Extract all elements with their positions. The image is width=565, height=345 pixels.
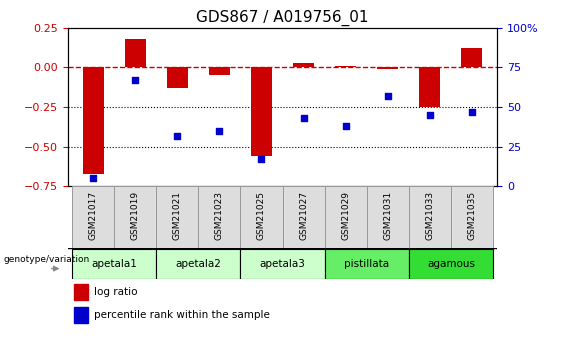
Bar xyxy=(419,67,440,107)
Text: GSM21033: GSM21033 xyxy=(425,191,434,240)
Text: GSM21027: GSM21027 xyxy=(299,191,308,240)
Bar xyxy=(325,249,409,279)
Text: log ratio: log ratio xyxy=(94,287,138,297)
Bar xyxy=(209,67,230,75)
Text: genotype/variation: genotype/variation xyxy=(3,255,90,264)
Text: apetala2: apetala2 xyxy=(175,259,221,269)
Text: GSM21019: GSM21019 xyxy=(131,191,140,240)
Bar xyxy=(74,284,88,300)
Bar xyxy=(325,186,367,248)
Bar xyxy=(198,186,240,248)
Point xyxy=(257,157,266,162)
Bar xyxy=(167,67,188,88)
Bar xyxy=(409,249,493,279)
Point xyxy=(425,112,434,118)
Bar xyxy=(462,48,483,67)
Bar xyxy=(72,249,156,279)
Point xyxy=(467,109,476,115)
Text: GSM21017: GSM21017 xyxy=(89,191,98,240)
Text: GSM21031: GSM21031 xyxy=(383,191,392,240)
Text: apetala3: apetala3 xyxy=(259,259,306,269)
Bar xyxy=(335,66,356,67)
Bar xyxy=(156,249,240,279)
Text: GSM21029: GSM21029 xyxy=(341,191,350,240)
Bar xyxy=(409,186,451,248)
Bar xyxy=(282,186,325,248)
Point xyxy=(215,128,224,134)
Bar xyxy=(240,186,282,248)
Text: apetala1: apetala1 xyxy=(91,259,137,269)
Text: GSM21021: GSM21021 xyxy=(173,191,182,240)
Bar xyxy=(293,62,314,67)
Bar xyxy=(114,186,156,248)
Bar xyxy=(251,67,272,156)
Bar xyxy=(451,186,493,248)
Point xyxy=(299,115,308,121)
Text: agamous: agamous xyxy=(427,259,475,269)
Bar xyxy=(367,186,409,248)
Title: GDS867 / A019756_01: GDS867 / A019756_01 xyxy=(196,10,369,26)
Text: percentile rank within the sample: percentile rank within the sample xyxy=(94,310,270,320)
Bar xyxy=(74,307,88,323)
Bar xyxy=(156,186,198,248)
Bar xyxy=(377,67,398,69)
Point xyxy=(341,123,350,129)
Point xyxy=(383,93,392,99)
Point xyxy=(89,176,98,181)
Bar xyxy=(72,186,114,248)
Text: GSM21025: GSM21025 xyxy=(257,191,266,240)
Bar xyxy=(125,39,146,67)
Text: GSM21023: GSM21023 xyxy=(215,191,224,240)
Text: GSM21035: GSM21035 xyxy=(467,191,476,240)
Text: pistillata: pistillata xyxy=(344,259,389,269)
Bar xyxy=(82,67,103,174)
Bar xyxy=(240,249,325,279)
Point xyxy=(131,77,140,83)
Point xyxy=(173,133,182,138)
